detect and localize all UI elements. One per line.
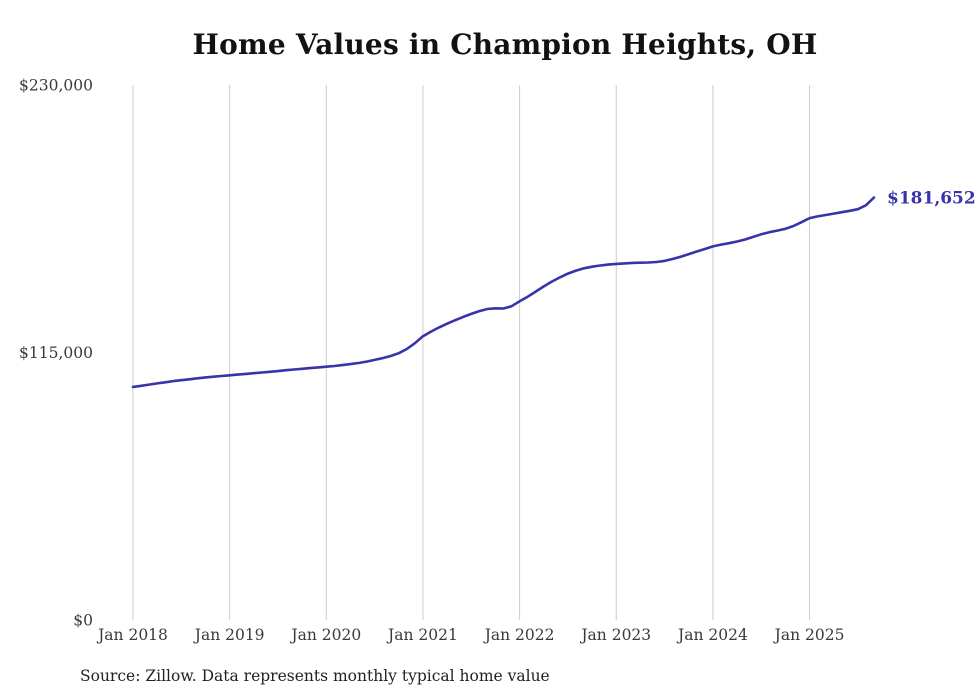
x-axis-tick-label: Jan 2019 — [193, 626, 265, 644]
latest-value-label: $181,652 — [887, 188, 976, 208]
x-axis-tick-label: Jan 2021 — [386, 626, 458, 644]
y-axis-tick-label: $115,000 — [19, 344, 93, 362]
x-axis-tick-label: Jan 2022 — [483, 626, 555, 644]
home-value-series-line — [131, 196, 876, 389]
y-axis-tick-label: $0 — [73, 612, 93, 630]
x-axis-tick-label: Jan 2018 — [96, 626, 168, 644]
x-axis-tick-label: Jan 2025 — [773, 626, 845, 644]
x-axis-tick-label: Jan 2024 — [676, 626, 748, 644]
x-axis-tick-label: Jan 2020 — [289, 626, 361, 644]
source-note: Source: Zillow. Data represents monthly … — [80, 667, 550, 685]
x-axis-tick-label: Jan 2023 — [579, 626, 651, 644]
chart-title: Home Values in Champion Heights, OH — [192, 28, 818, 61]
y-axis-tick-label: $230,000 — [19, 77, 93, 95]
